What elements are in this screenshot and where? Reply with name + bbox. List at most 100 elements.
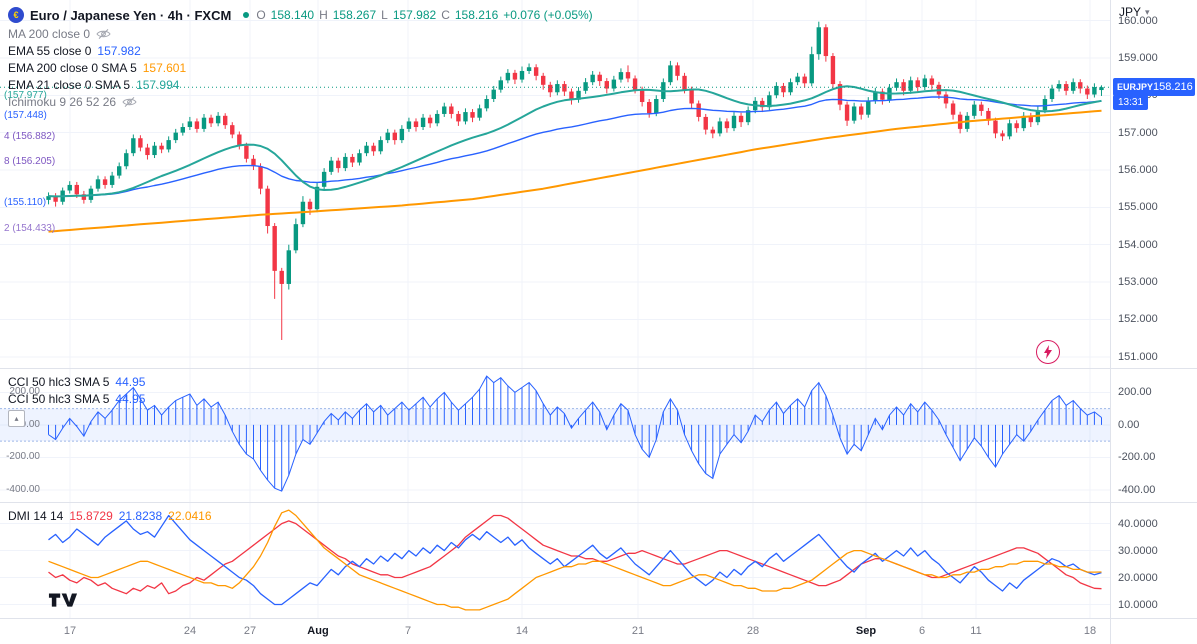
candle-body [491,89,496,100]
candle-body [767,95,772,108]
eye-off-icon[interactable] [122,96,137,108]
candle-body [138,138,143,148]
cci-tick: -400.00 [1118,483,1156,496]
candle-body [329,160,334,172]
dmi-tick: 20.0000 [1118,571,1158,584]
indicator-row[interactable]: EMA 21 close 0 SMA 5 157.994 [8,76,593,93]
candle-body [364,145,369,154]
ohlc-value: 158.267 [332,8,377,22]
candle-body [929,78,935,85]
main-price-pane[interactable] [0,0,1110,368]
candle-body [1007,123,1012,137]
cci-indicator-row[interactable]: CCI 50 hlc3 SMA 5 44.95 [8,390,145,407]
candle-body [470,112,475,118]
indicator-row[interactable]: MA 200 close 0 [8,25,593,42]
badge-symbol: EURJPY [1117,82,1154,93]
time-label[interactable]: 14 [515,625,529,637]
chevron-down-icon: ▾ [1145,6,1150,17]
candle-body [590,74,595,83]
candle-body [81,194,87,200]
cci-indicator-row[interactable]: CCI 50 hlc3 SMA 5 44.95 [8,373,145,390]
dmi-indicator-pane[interactable] [0,502,1110,618]
candle-body [145,147,150,156]
time-label[interactable]: 11 [970,625,982,637]
candle-body [760,100,765,108]
ohlc-label: H [319,8,328,22]
dmi-tick: 40.0000 [1118,517,1158,530]
market-status-dot [243,12,250,18]
cci-tick: 200.00 [1118,386,1152,399]
time-label[interactable]: 18 [1083,625,1097,637]
dmi-label[interactable]: DMI 14 14 [8,508,64,523]
price-tick: 159.000 [1118,51,1158,64]
time-label[interactable]: Sep [855,625,877,637]
time-label[interactable]: 17 [63,625,77,637]
symbol-title-row[interactable]: € Euro / Japanese Yen · 4h · FXCM O 158.1… [8,5,593,25]
sparkle-button[interactable] [1036,340,1060,364]
time-axis[interactable]: 17 24 27 Aug 7 14 21 28 Sep 6 11 18 [0,618,1110,644]
candle-body [774,85,779,96]
indicator-label[interactable]: EMA 55 close 0 [8,43,92,58]
time-label[interactable]: 27 [243,625,257,637]
candle-body [237,134,242,146]
candle-body [53,196,58,202]
time-label[interactable]: 28 [746,625,760,637]
time-axis-border [0,618,1197,619]
candle-body [343,156,348,169]
time-label[interactable]: 7 [404,625,412,637]
time-label[interactable]: 24 [183,625,197,637]
candle-body [682,75,687,90]
indicator-value: 157.982 [97,43,141,58]
candle-body [215,115,221,124]
indicator-label[interactable]: EMA 21 close 0 SMA 5 [8,77,131,92]
candle-body [986,110,991,121]
candle-body [1063,84,1069,91]
indicator-row[interactable]: Ichimoku 9 26 52 26 [8,93,593,110]
candle-body [710,129,715,134]
candle-body [1000,133,1005,137]
currency-selector[interactable]: JPY ▾ [1119,5,1150,19]
candle-body [866,100,871,115]
symbol-title[interactable]: Euro / Japanese Yen · 4h · FXCM [30,7,232,23]
countdown-badge: 13:31 [1113,95,1149,111]
indicator-row[interactable]: EMA 200 close 0 SMA 5 157.601 [8,59,593,76]
dmi-line-+DI [48,514,1102,606]
cci-label[interactable]: CCI 50 hlc3 SMA 5 [8,391,110,406]
indicator-value: 157.994 [136,77,180,92]
price-tick: 157.000 [1118,126,1158,139]
pane-separator[interactable] [0,502,1197,503]
price-tick: 153.000 [1118,276,1158,289]
candle-body [816,27,821,55]
dmi-tick: 30.0000 [1118,544,1158,557]
candle-body [526,67,532,71]
cci-value: 44.95 [115,374,146,389]
candle-body [180,127,185,133]
candle-body [618,72,624,80]
time-label[interactable]: 21 [631,625,645,637]
indicator-label[interactable]: Ichimoku 9 26 52 26 [8,94,117,109]
candle-body [745,110,751,123]
time-label[interactable]: Aug [307,625,329,637]
indicator-row[interactable]: EMA 55 close 0 157.982 [8,42,593,59]
tradingview-logo[interactable] [48,592,78,613]
candle-body [844,104,850,121]
indicator-label[interactable]: MA 200 close 0 [8,26,91,41]
candle-body [915,80,920,88]
currency-label: JPY [1119,5,1142,19]
cci-label[interactable]: CCI 50 hlc3 SMA 5 [8,374,110,389]
candle-body [1014,123,1019,129]
eye-off-icon[interactable] [96,28,111,40]
cci-tick: 0.00 [1118,418,1140,431]
price-axis[interactable]: JPY ▾ EURJPY 158.216 13:31 160.000 159.00… [1110,0,1197,644]
indicator-label[interactable]: EMA 200 close 0 SMA 5 [8,60,137,75]
price-tick: 156.000 [1118,163,1158,176]
time-label[interactable]: 6 [918,625,926,637]
candle-body [908,80,913,91]
candle-body [632,78,638,90]
cci-indicator-pane[interactable] [0,368,1110,502]
candle-body [187,121,193,128]
pane-separator[interactable] [0,368,1197,369]
dmi-line-ADX [48,514,1102,595]
pane-collapse-button[interactable]: ▴ [8,410,25,427]
candle-body [901,82,906,91]
